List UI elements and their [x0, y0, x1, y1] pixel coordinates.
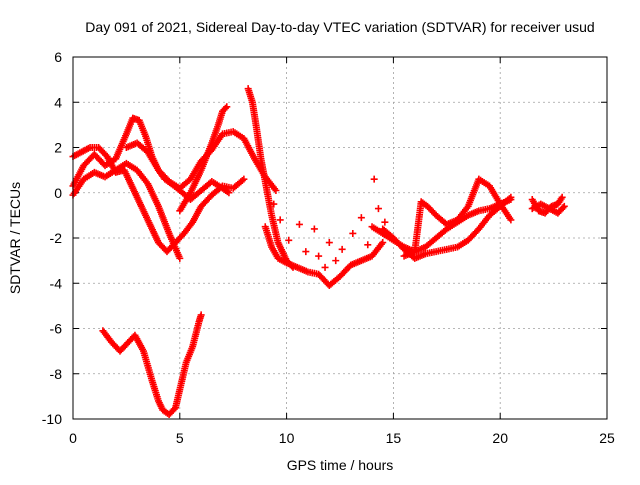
data-point-track-e [221, 104, 229, 112]
y-axis-label: SDTVAR / TECUs [7, 182, 23, 294]
x-tick-label: 5 [176, 430, 184, 446]
data-point-scattered [276, 216, 284, 224]
data-point-track-g [197, 311, 205, 319]
data-point-track-j [507, 216, 515, 224]
data-point-scattered [338, 245, 346, 253]
y-tick-label: 0 [54, 185, 62, 201]
y-tick-label: -8 [50, 366, 63, 382]
tick-labels: 0 5 10 15 20 25 -10 -8 -6 -4 -2 0 2 4 6 [42, 49, 615, 446]
data-point-track-d [272, 186, 280, 194]
data-point-scattered [321, 263, 329, 271]
x-tick-label: 20 [492, 430, 508, 446]
data-point-scattered [315, 252, 323, 260]
data-point-scattered [285, 236, 293, 244]
data-point-scattered [295, 220, 303, 228]
y-tick-label: -2 [50, 230, 63, 246]
y-tick-label: 6 [54, 49, 62, 65]
data-point-scattered [302, 248, 310, 256]
data-point-track-k [507, 196, 515, 204]
data-point-track-m [560, 202, 568, 210]
y-tick-label: -4 [50, 275, 63, 291]
x-tick-label: 15 [386, 430, 402, 446]
data-point-track-m [559, 204, 567, 212]
data-point-track-b [238, 176, 246, 184]
y-tick-label: -6 [50, 321, 63, 337]
data-point-scattered [349, 229, 357, 237]
data-point-track-e [223, 103, 231, 111]
data-point-scattered [381, 218, 389, 226]
chart-title: Day 091 of 2021, Sidereal Day-to-day VTE… [85, 19, 594, 35]
data-point-track-l [558, 193, 566, 201]
y-tick-label: 4 [54, 94, 62, 110]
data-point-scattered [357, 214, 365, 222]
plot-frame [72, 56, 608, 420]
data-point-scattered [370, 175, 378, 183]
x-tick-label: 0 [69, 430, 77, 446]
data-point-scattered [270, 200, 278, 208]
y-tick-label: 2 [54, 140, 62, 156]
data-point-track-h [379, 239, 387, 247]
x-tick-label: 25 [599, 430, 615, 446]
x-axis-label: GPS time / hours [287, 457, 394, 473]
data-point-track-c [176, 254, 184, 262]
data-point-scattered [310, 225, 318, 233]
data-points [69, 85, 568, 418]
y-tick-label: -10 [42, 411, 62, 427]
data-point-scattered [364, 241, 372, 249]
data-point-scattered [325, 239, 333, 247]
data-point-scattered [332, 257, 340, 265]
data-point-scattered [374, 205, 382, 213]
grid [72, 56, 608, 420]
data-point-scattered [342, 266, 350, 274]
x-tick-label: 10 [279, 430, 295, 446]
data-point-track-b [240, 175, 248, 183]
